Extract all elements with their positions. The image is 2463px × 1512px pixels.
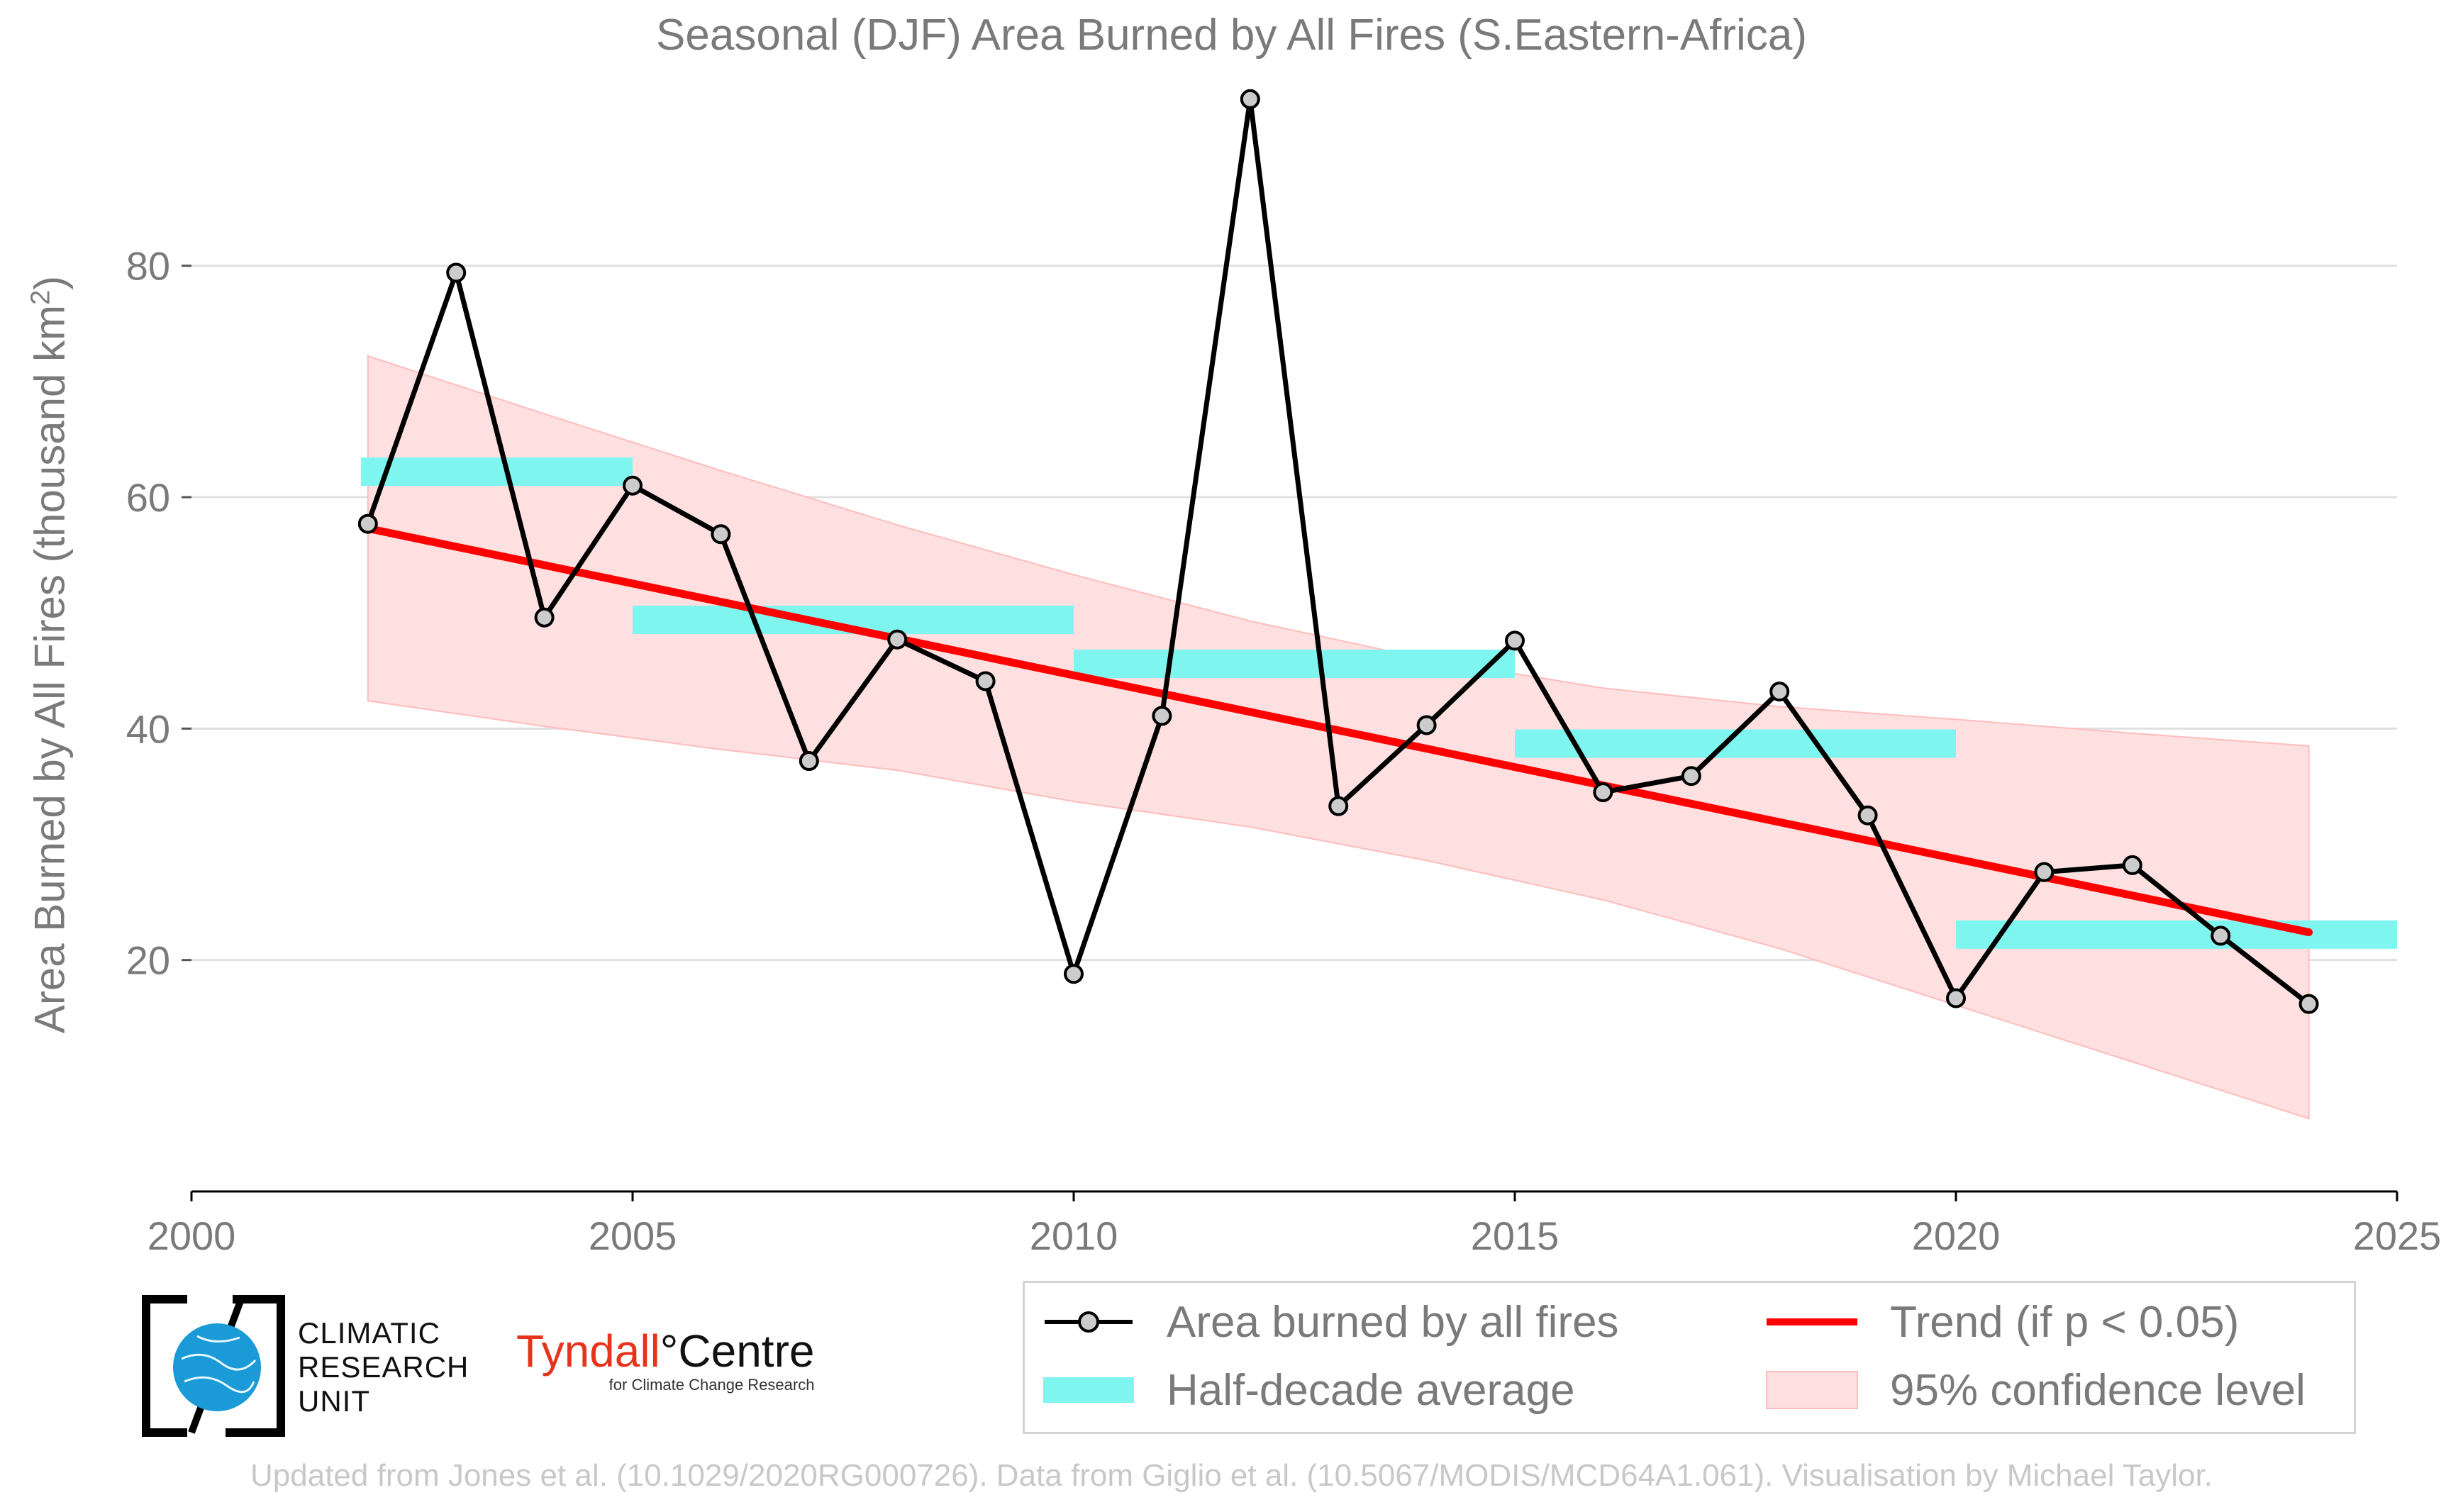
cru-line-3: UNIT [298,1384,370,1418]
data-point [2122,855,2142,875]
x-tick-label: 2005 [589,1213,677,1258]
data-point [1681,766,1701,786]
chart-title: Seasonal (DJF) Area Burned by All Fires … [656,11,1807,60]
legend-swatch-half-decade [1043,1377,1134,1403]
credit-line: Updated from Jones et al. (10.1029/2020R… [250,1458,2213,1493]
trend-layer [364,524,2313,937]
y-axis-label-superscript: 2 [26,289,56,305]
tyndall-logo: Tyndall°Centre for Climate Change Resear… [516,1325,814,1394]
legend-item-confidence: 95% confidence level [1762,1358,2306,1422]
legend: Area burned by all fires Half-decade ave… [1023,1281,2356,1434]
half-decade-layer [360,457,2397,949]
data-point [799,751,819,772]
trend-line [364,524,2313,937]
y-axis-label: Area Burned by All Fires (thousand km2) [26,276,74,1033]
confidence-band [367,355,2310,1120]
data-point [1152,706,1172,726]
y-tick-label: 40 [126,706,170,751]
x-tick-label: 2020 [1912,1213,2001,1258]
half-decade-bar [1956,920,2397,949]
data-point [2034,862,2055,882]
data-point [1416,715,1437,735]
legend-label-confidence: 95% confidence level [1890,1365,2306,1415]
legend-label-trend: Trend (if p < 0.05) [1890,1297,2240,1347]
cru-globe-icon [142,1295,285,1437]
tyndall-wordmark: Tyndall°Centre [516,1325,814,1377]
y-tick-label: 20 [126,938,170,983]
x-tick-label: 2010 [1030,1213,1118,1258]
legend-swatch-line-marker [1045,1311,1133,1333]
cru-line-1: CLIMATIC [298,1316,440,1350]
y-tick-label: 60 [126,475,170,520]
cru-logo: CLIMATIC RESEARCH UNIT [142,1295,511,1437]
y-axis-label-main: Area Burned by All Fires (thousand km [26,304,74,1034]
series-layer [357,89,2319,1014]
data-point [1505,630,1525,651]
data-point [1769,682,1790,702]
data-point [446,262,467,283]
data-point [887,629,908,650]
data-point [1857,805,1878,826]
data-point [357,513,378,534]
data-point [1946,988,1966,1008]
legend-item-trend: Trend (if p < 0.05) [1762,1290,2239,1354]
tyndall-wordmark-red: Tyndall [516,1325,660,1377]
legend-swatch-confidence [1766,1371,1858,1409]
tyndall-subtitle: for Climate Change Research [608,1376,815,1394]
cru-wordmark: CLIMATIC RESEARCH UNIT [298,1316,469,1418]
x-tick-label: 2000 [148,1213,236,1258]
data-point [623,475,643,496]
data-point [975,671,996,691]
data-point [1328,796,1349,816]
x-tick-label: 2025 [2353,1213,2442,1258]
data-point [2298,994,2319,1014]
data-point [1593,782,1613,803]
legend-swatch-trend [1767,1318,1857,1325]
half-decade-bar [360,457,633,487]
legend-item-area-burned: Area burned by all fires [1039,1290,1619,1354]
axes-layer: 20 40 60 80 2000 2005 2010 2015 2020 2025 [126,244,2442,1258]
y-axis-label-end: ) [26,275,74,290]
y-tick-label: 80 [126,244,170,289]
x-tick-label: 2015 [1471,1213,1559,1258]
cru-line-2: RESEARCH [298,1350,469,1384]
legend-item-half-decade: Half-decade average [1039,1358,1575,1422]
data-point [711,524,731,545]
data-point [1240,89,1260,109]
data-point [2211,925,2231,946]
data-point [1064,964,1084,984]
half-decade-bar [1074,650,1515,678]
confidence-band-layer [367,355,2310,1120]
legend-label-half-decade: Half-decade average [1167,1365,1575,1415]
data-point [534,607,555,628]
tyndall-wordmark-black: °Centre [660,1325,815,1377]
legend-label-area-burned: Area burned by all fires [1167,1297,1619,1347]
